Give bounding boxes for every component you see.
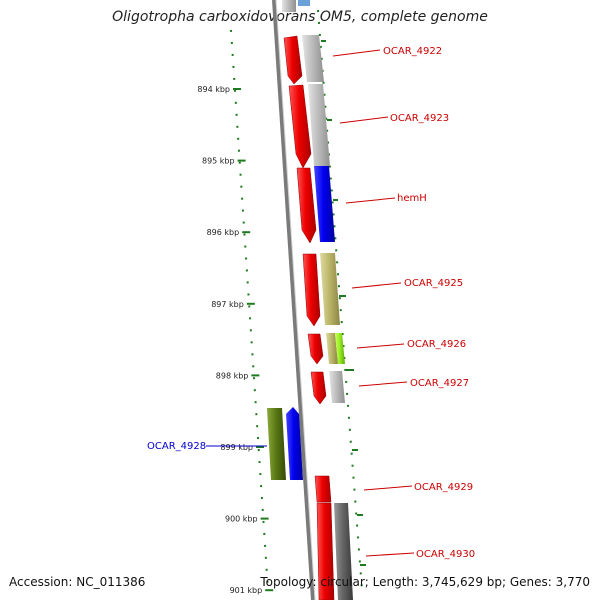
feature-ocar-4923: [288, 84, 312, 169]
feature-ocar-4922: [283, 35, 303, 85]
feature-ocar-4928-partner: [286, 407, 303, 480]
feature-ocar-4925-partner: [320, 253, 340, 325]
feature-ocar-4925: [302, 253, 321, 327]
feature-ocar-4926: [307, 333, 324, 365]
gene-label: OCAR_4928: [147, 441, 206, 452]
callout-lines: [206, 49, 415, 557]
feature-ocar-4926-partner: [326, 333, 338, 364]
accession-text: Accession: NC_011386: [9, 575, 146, 589]
topology-text: Topology: circular; Length: 3,745,629 bp…: [260, 575, 590, 589]
feature-ocar-4926-partner-2: [335, 333, 345, 364]
feature-top-blue: [298, 0, 310, 6]
gene-label: hemH: [397, 193, 427, 204]
ruler-tick-label: 894 kbp: [197, 85, 230, 94]
gene-label: OCAR_4922: [383, 46, 442, 57]
gene-labels: OCAR_4922 OCAR_4923 hemH OCAR_4925 OCAR_…: [147, 46, 475, 560]
gene-label: OCAR_4927: [410, 378, 469, 389]
feature-ocar-4927: [310, 371, 327, 405]
feature-ocar-4922-partner: [302, 35, 324, 82]
genome-backbone: [272, 0, 315, 600]
ruler-tick-label: 897 kbp: [211, 300, 244, 309]
feature-hemh: [296, 167, 317, 244]
ruler-tick-label: 900 kbp: [225, 515, 258, 524]
genome-backbone-highlight: [275, 0, 316, 600]
outer-track-ticks: [321, 40, 366, 566]
ruler-labels: 894 kbp 895 kbp 896 kbp 897 kbp 898 kbp 899 k…: [197, 85, 262, 595]
ruler-tick-label: 899 kbp: [220, 443, 253, 452]
feature-ocar-4930: [316, 502, 335, 600]
feature-ocar-4923-partner: [308, 84, 330, 166]
feature-ocar-4930-partner: [334, 503, 353, 600]
genome-title: Oligotropha carboxidovorans OM5, complet…: [112, 9, 488, 25]
gene-label: OCAR_4926: [407, 339, 466, 350]
ruler-tick-label: 896 kbp: [207, 228, 240, 237]
ruler-dotted-track: [230, 29, 269, 591]
feature-hemh-partner: [314, 166, 335, 242]
ruler-tick-label: 895 kbp: [202, 157, 235, 166]
outer-dotted-track: [317, 9, 363, 591]
ruler-tick-label: 901 kbp: [230, 586, 263, 595]
gene-label: OCAR_4923: [390, 113, 449, 124]
feature-ocar-4928: [267, 408, 286, 480]
ruler-ticks: [233, 88, 274, 592]
gene-label: OCAR_4930: [416, 549, 475, 560]
gene-label: OCAR_4929: [414, 482, 473, 493]
feature-top-gray: [282, 0, 296, 12]
gene-features: [267, 0, 353, 600]
feature-ocar-4927-partner: [329, 371, 345, 403]
feature-ocar-4929: [314, 475, 332, 503]
ruler-tick-label: 898 kbp: [216, 371, 249, 380]
gene-label: OCAR_4925: [404, 278, 463, 289]
